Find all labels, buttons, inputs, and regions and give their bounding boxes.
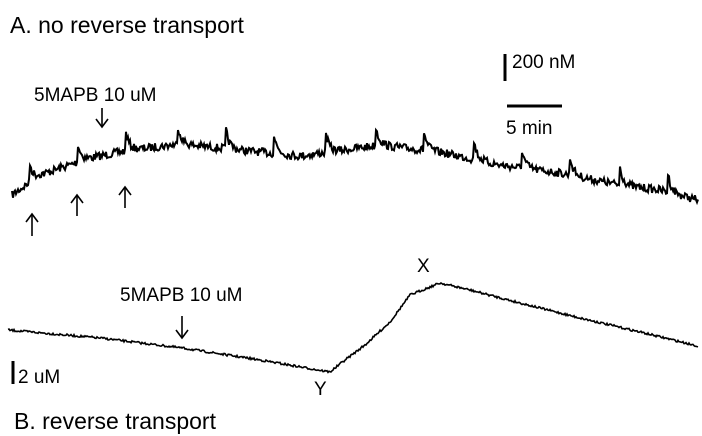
panel-a-conc-scale-label: 200 nM	[512, 52, 575, 73]
panel-b-drug-label: 5MAPB 10 uM	[120, 285, 243, 306]
panel-b-point-x: X	[417, 256, 430, 277]
stimulus-arrow-1	[25, 212, 39, 236]
panel-a-time-scale-label: 5 min	[506, 118, 552, 139]
panel-a-stimulus-arrows	[25, 185, 132, 236]
stimulus-arrow-2	[70, 193, 84, 216]
panel-b-trace	[7, 282, 699, 374]
panel-b-drug-arrow	[175, 316, 189, 340]
panel-b-point-y: Y	[314, 379, 327, 400]
panel-a-title: A. no reverse transport	[10, 12, 245, 38]
panel-a-trace	[11, 127, 699, 206]
stimulus-arrow-3	[118, 185, 132, 208]
panel-a-drug-arrow	[95, 108, 109, 129]
panel-a-drug-label: 5MAPB 10 uM	[34, 85, 157, 106]
panel-b-title: B. reverse transport	[14, 408, 217, 434]
panel-b-conc-scale-label: 2 uM	[18, 367, 60, 388]
